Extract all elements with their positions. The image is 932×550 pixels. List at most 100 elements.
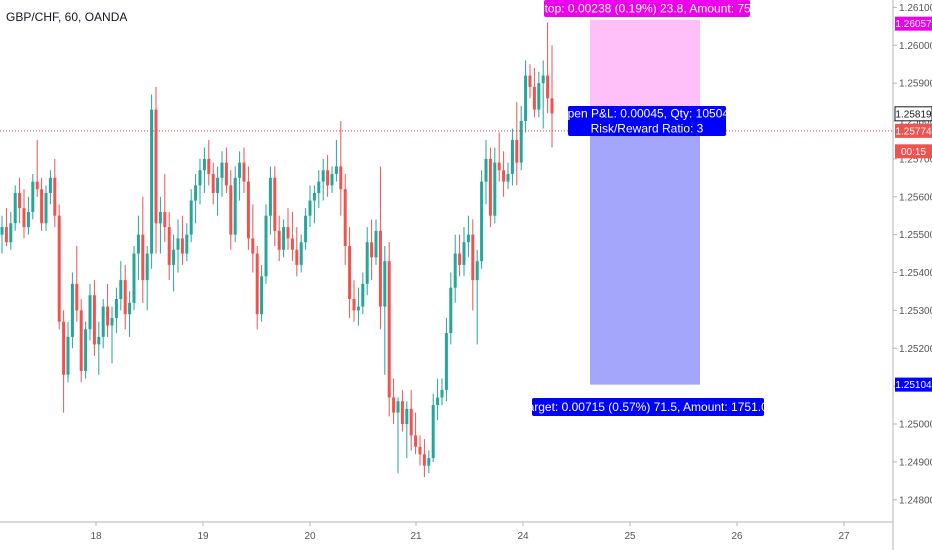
y-tick-label: 1.25900 (899, 79, 932, 90)
candle-body (462, 242, 466, 265)
candle-body (286, 227, 290, 239)
candle-body (528, 75, 532, 87)
candle (308, 185, 312, 228)
candle (361, 272, 365, 315)
candle-body (339, 166, 343, 190)
candle-body (519, 121, 523, 163)
x-tick-label: 20 (304, 531, 316, 542)
candle-body (167, 227, 171, 265)
candle (304, 208, 308, 250)
candle-body (330, 174, 334, 186)
candle-body (471, 234, 475, 281)
candle-body (158, 211, 162, 224)
candle-body (497, 162, 501, 171)
price-axis-label-text: 1.25774 (895, 126, 932, 137)
candle-body (312, 192, 316, 201)
candle-body (387, 261, 391, 398)
candle (238, 151, 242, 201)
candle-body (242, 162, 246, 182)
candle-body (18, 192, 22, 209)
candle (537, 71, 541, 118)
candle (172, 234, 176, 292)
candle (286, 208, 290, 250)
price-axis-label-bg (895, 16, 932, 31)
candle (418, 435, 422, 466)
candle (471, 219, 475, 311)
candle-body (194, 185, 198, 201)
candle-body (356, 306, 360, 311)
y-tick-label: 1.25000 (899, 420, 932, 431)
candle (53, 158, 57, 228)
candle-body (308, 200, 312, 216)
candle (75, 245, 79, 322)
candle (88, 283, 92, 341)
candle (356, 287, 360, 326)
candle-body (185, 234, 189, 254)
candle-body (172, 249, 176, 265)
candle (84, 321, 88, 379)
candle (449, 272, 453, 345)
candle (211, 162, 215, 205)
x-tick-label: 27 (838, 531, 850, 542)
candle-body (546, 75, 550, 99)
candle-body (246, 181, 250, 239)
price-axis-label: 1.25819 (894, 106, 932, 122)
candle-body (13, 192, 17, 224)
candle-body (418, 446, 422, 455)
candle (378, 166, 382, 330)
candle-body (154, 109, 158, 224)
candle-body (304, 215, 308, 243)
candle-body (9, 223, 13, 243)
candle-body (532, 86, 536, 110)
candle-body (295, 249, 299, 265)
candle (128, 291, 132, 337)
candle-body (238, 162, 242, 178)
candle-body (352, 299, 356, 311)
candle (114, 287, 118, 334)
candle (440, 378, 444, 406)
candle (92, 280, 96, 356)
candle-body (268, 177, 272, 216)
candle-body (110, 317, 114, 326)
candle (273, 166, 277, 246)
candle-body (524, 75, 528, 122)
candle (202, 147, 206, 193)
candle-body (97, 336, 101, 345)
x-tick-label: 26 (731, 531, 743, 542)
candle (506, 162, 510, 190)
candle-body (22, 208, 26, 228)
candle (154, 86, 158, 254)
candle-body (88, 295, 92, 330)
candle (480, 170, 484, 269)
candle-body (396, 401, 400, 413)
candle (277, 215, 281, 262)
candle (132, 245, 136, 311)
price-axis-label-text: 00:15 (901, 147, 926, 158)
candle-body (282, 227, 286, 250)
candle-body (290, 238, 294, 250)
candle-body (260, 276, 264, 315)
candle-body (510, 139, 514, 175)
candle (176, 219, 180, 273)
candle (326, 155, 330, 197)
x-tick-label: 24 (517, 531, 529, 542)
stop-label: Stop: 0.00238 (0.19%) 23.8, Amount: 750 (537, 0, 758, 17)
candle (502, 151, 506, 197)
candle-body (26, 211, 30, 228)
candle (528, 64, 532, 99)
candle (312, 185, 316, 224)
y-tick-label: 1.24800 (899, 495, 932, 506)
candle-body (123, 280, 127, 315)
candle (97, 321, 101, 375)
y-tick-label: 1.25600 (899, 192, 932, 203)
target-label-text: Target: 0.00715 (0.57%) 71.5, Amount: 17… (522, 400, 775, 414)
candle-body (48, 177, 52, 193)
stop-label-bg (544, 0, 750, 17)
candle-body (422, 454, 426, 466)
candle (163, 174, 167, 243)
candle-body (409, 408, 413, 436)
x-tick-label: 25 (624, 531, 636, 542)
candle (436, 378, 440, 421)
candle (396, 397, 400, 474)
